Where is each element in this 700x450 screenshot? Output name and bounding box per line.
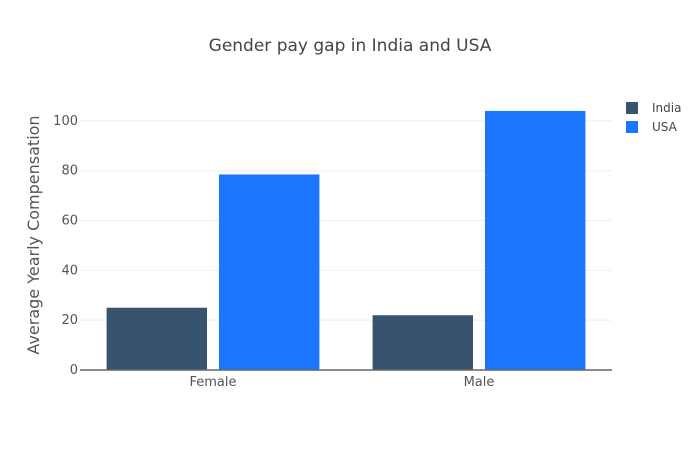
bar-india-female[interactable] <box>106 307 207 370</box>
legend-label[interactable]: USA <box>652 120 678 134</box>
chart-title: Gender pay gap in India and USA <box>209 36 492 56</box>
y-tick-label: 40 <box>61 263 78 278</box>
y-tick-label: 0 <box>70 363 78 378</box>
legend-label[interactable]: India <box>652 101 681 115</box>
legend-swatch[interactable] <box>626 121 638 133</box>
bar-usa-female[interactable] <box>219 174 320 370</box>
y-tick-label: 60 <box>61 214 78 229</box>
axes: 0 20 40 60 80 100 Female Male <box>53 114 612 390</box>
x-tick-label: Male <box>464 375 495 390</box>
y-tick-label: 100 <box>53 114 78 129</box>
y-axis-title: Average Yearly Compensation <box>24 115 43 354</box>
bar-usa-male[interactable] <box>485 110 586 370</box>
y-tick-label: 80 <box>61 164 78 179</box>
bars <box>106 110 586 370</box>
legend-swatch[interactable] <box>626 102 638 114</box>
x-tick-label: Female <box>189 375 236 390</box>
legend[interactable]: India USA <box>626 101 681 134</box>
bar-india-male[interactable] <box>372 315 473 370</box>
y-tick-label: 20 <box>61 313 78 328</box>
